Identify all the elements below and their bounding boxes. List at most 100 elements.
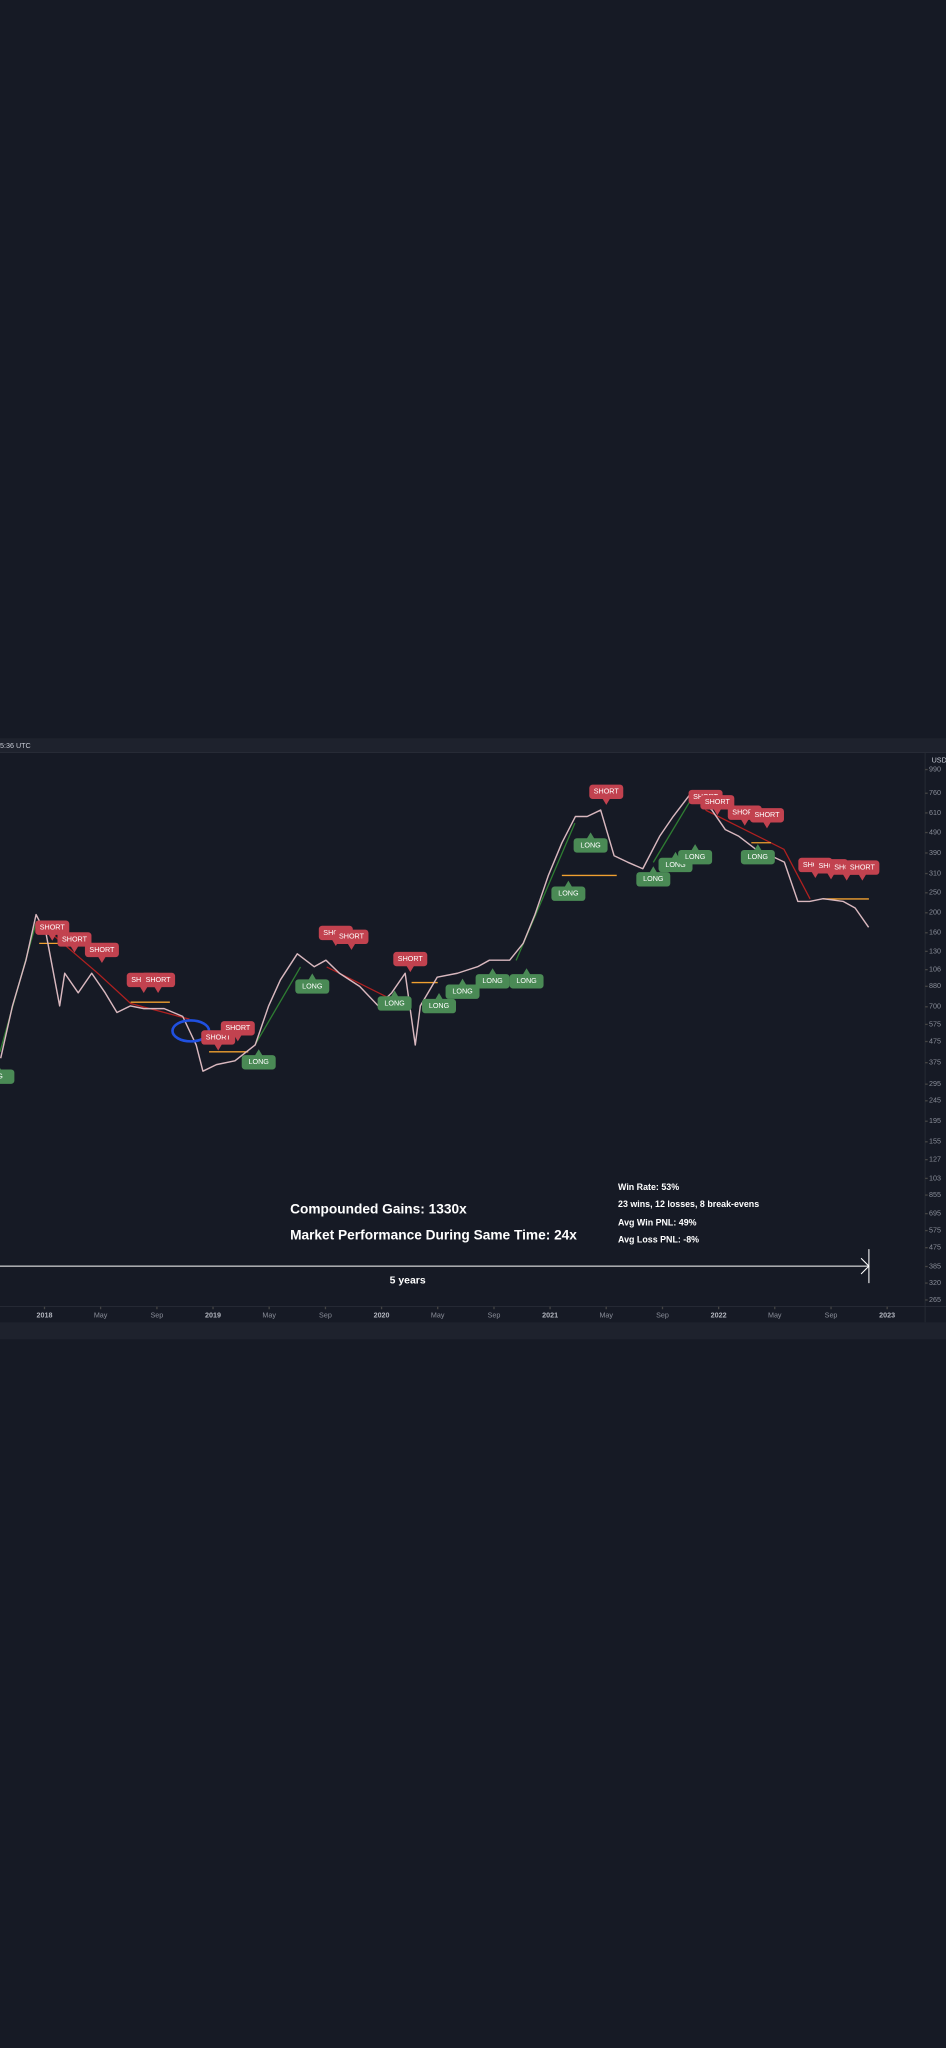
signal-pointer <box>48 934 57 941</box>
stat-text: 23 wins, 12 losses, 8 break-evens <box>618 1199 759 1209</box>
signal-box <box>573 838 608 853</box>
signal-label: SHORT <box>40 924 66 932</box>
signal-box <box>393 951 428 967</box>
long-signal: LONG <box>551 880 586 901</box>
short-signal: SHORT <box>750 808 784 829</box>
y-tick-label: 700 <box>929 1003 941 1011</box>
signal-pointer <box>97 956 106 963</box>
price-line <box>0 793 870 1072</box>
y-tick-label: 990 <box>929 765 941 773</box>
y-tick-label: 475 <box>929 1244 941 1252</box>
signal-box <box>636 872 671 887</box>
x-tick-label: Sep <box>151 1312 164 1320</box>
signal-pointer <box>254 1049 263 1056</box>
signal-label: SHORT <box>754 811 780 819</box>
x-tick-label: 2022 <box>711 1312 727 1320</box>
stat-text: Avg Loss PNL: -8% <box>618 1234 699 1244</box>
signal-label: LONG <box>685 853 706 861</box>
y-tick-label: 155 <box>929 1138 941 1146</box>
signal-box <box>57 932 92 947</box>
short-signal: SHORT <box>84 942 119 963</box>
y-tick-label: 130 <box>929 947 941 955</box>
signal-pointer <box>649 866 658 873</box>
signal-box <box>295 979 330 994</box>
short-signal: SHORT <box>589 784 624 805</box>
short-signal: SHORT <box>141 972 176 994</box>
signal-box <box>0 1069 15 1084</box>
short-signal: SHORT <box>393 951 428 973</box>
signal-label: SHORT <box>89 946 115 954</box>
x-tick-label: Sep <box>488 1312 501 1320</box>
long-signal: LONG <box>377 990 412 1011</box>
long-signal: LONG <box>636 866 671 887</box>
signal-box <box>377 996 412 1011</box>
y-tick-label: 475 <box>929 1037 941 1045</box>
level-line <box>39 842 869 1053</box>
signal-pointer <box>154 986 163 994</box>
short-signal: SHORT <box>700 795 735 816</box>
long-signal: LONG <box>509 968 544 989</box>
signal-label: LONG <box>482 977 503 985</box>
timestamp: 5:36 UTC <box>0 742 31 750</box>
y-tick-label: 390 <box>929 849 941 857</box>
signal-pointer <box>671 851 680 859</box>
currency: USD <box>932 756 946 764</box>
signal-box <box>241 1055 276 1070</box>
short-signal: SHORT <box>220 1021 255 1042</box>
long-signal: LONG <box>573 832 608 853</box>
long-signal: LONG <box>295 973 330 994</box>
y-tick-label: 295 <box>929 1080 941 1088</box>
signal-label: LONG <box>384 999 405 1007</box>
signal-box <box>589 784 624 799</box>
trend-line <box>705 809 811 900</box>
y-tick-label: 106 <box>929 966 941 974</box>
signal-box <box>509 974 544 989</box>
x-tick-label: 2021 <box>542 1312 558 1320</box>
trend-line <box>254 966 302 1046</box>
signal-box <box>35 920 70 935</box>
stat-text: Win Rate: 53% <box>618 1182 679 1192</box>
signal-label: SHORT <box>339 933 365 941</box>
y-tick-label: 575 <box>929 1226 941 1234</box>
y-tick-label: 760 <box>929 789 941 797</box>
signal-pointer <box>70 945 79 953</box>
signal-label: NG <box>0 1073 3 1081</box>
signal-label: SHORT <box>398 955 424 963</box>
plot <box>0 793 870 1072</box>
signal-label: LONG <box>302 982 323 990</box>
y-tick-label: 695 <box>929 1210 941 1218</box>
signal-box <box>845 860 880 875</box>
signal-label: LONG <box>580 841 601 849</box>
signal-pointer <box>139 986 148 994</box>
bottom-bar <box>0 1322 946 1340</box>
signal-label: LONG <box>643 875 664 883</box>
signal-box <box>551 886 586 901</box>
y-tick-label: 490 <box>929 828 941 836</box>
long-signal: LONG <box>678 844 713 865</box>
signal-label: SHORT <box>146 976 172 984</box>
x-tick-label: May <box>768 1312 782 1320</box>
long-signal: LONG <box>422 993 457 1014</box>
y-tick-label: 195 <box>929 1117 941 1125</box>
signal-pointer <box>390 990 399 997</box>
y-tick-label: 250 <box>929 889 941 897</box>
stat-text: Avg Win PNL: 49% <box>618 1217 697 1227</box>
short-signal: SHORT <box>334 929 369 950</box>
signal-box <box>422 998 457 1014</box>
signal-pointer <box>406 965 415 973</box>
stat-text: Market Performance During Same Time: 24x <box>290 1228 577 1243</box>
signal-label: SHORT <box>206 1033 232 1041</box>
long-signal: LONG <box>241 1049 276 1070</box>
signal-pointer <box>842 874 851 881</box>
signal-pointer <box>458 978 467 986</box>
signal-box <box>445 984 480 999</box>
x-tick-label: 2020 <box>374 1312 390 1320</box>
signal-box <box>740 849 775 865</box>
signal-pointer <box>214 1043 223 1051</box>
signal-pointer <box>602 798 611 805</box>
signal-pointer <box>522 968 531 975</box>
signal-pointer <box>740 819 749 826</box>
period-label: 5 years <box>390 1275 426 1286</box>
